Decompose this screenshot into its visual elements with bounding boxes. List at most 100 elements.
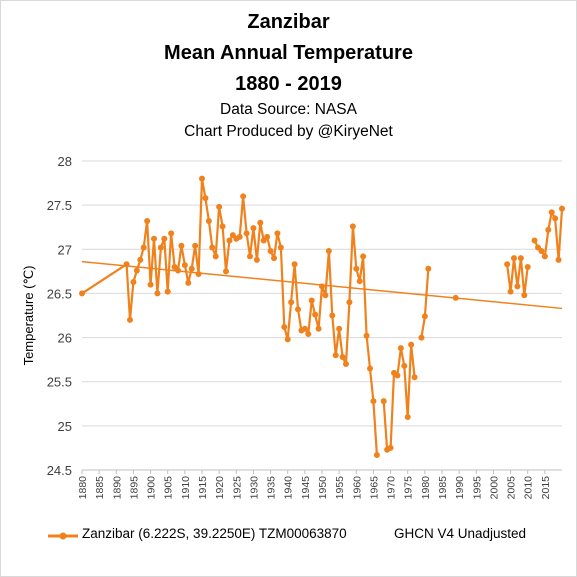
data-point	[223, 268, 229, 275]
x-tick-label: 1930	[248, 476, 260, 500]
data-point	[154, 290, 161, 297]
data-point	[353, 265, 360, 272]
data-point	[274, 230, 281, 237]
x-tick-label: 1945	[300, 476, 312, 500]
data-point	[367, 365, 373, 372]
data-point	[243, 230, 250, 237]
data-point	[192, 242, 199, 249]
data-point	[397, 345, 404, 352]
data-point	[240, 193, 247, 200]
data-point	[305, 331, 312, 338]
y-tick-label: 24.5	[47, 463, 72, 478]
data-point	[209, 244, 216, 251]
x-tick-label: 2010	[523, 476, 535, 500]
data-point	[339, 353, 346, 360]
data-point	[363, 332, 370, 339]
data-point	[545, 226, 552, 233]
data-point	[288, 299, 295, 306]
x-tick-label: 1905	[163, 476, 175, 500]
x-tick-label: 1970	[386, 476, 398, 500]
y-tick-label: 27.5	[47, 198, 72, 213]
data-point	[178, 242, 185, 249]
data-point	[541, 253, 548, 260]
y-tick-label: 27	[58, 242, 72, 257]
data-point	[404, 414, 411, 421]
data-point	[79, 290, 85, 297]
data-point	[555, 256, 562, 263]
data-point	[250, 225, 257, 232]
x-tick-label: 1975	[403, 476, 415, 500]
data-point	[322, 292, 329, 299]
data-point	[284, 336, 291, 343]
data-point	[411, 374, 418, 381]
y-tick-label: 25	[58, 419, 72, 434]
data-point	[247, 253, 253, 260]
x-tick-label: 1950	[317, 476, 329, 500]
data-point	[147, 281, 154, 288]
data-point	[531, 237, 538, 244]
x-tick-label: 2015	[540, 476, 552, 500]
data-point	[185, 279, 192, 286]
data-point	[133, 267, 140, 274]
y-tick-label: 25.5	[47, 375, 72, 390]
data-point	[202, 195, 209, 202]
data-point	[332, 352, 339, 359]
y-tick-label: 26.5	[47, 286, 72, 301]
data-point	[504, 261, 511, 268]
data-point	[236, 233, 243, 240]
data-point	[538, 248, 545, 255]
data-point	[373, 451, 380, 458]
series-line-segment	[382, 343, 416, 451]
x-tick-label: 2005	[506, 476, 518, 500]
data-point	[212, 253, 219, 260]
data-point	[548, 209, 555, 216]
legend-line-marker	[48, 532, 78, 540]
data-point	[408, 341, 415, 348]
data-point	[205, 218, 212, 225]
data-point	[157, 244, 164, 251]
x-tick-label: 1920	[214, 476, 226, 500]
data-point	[130, 278, 137, 285]
data-point	[281, 323, 288, 330]
chart-subtitle-source: Data Source: NASA	[220, 101, 357, 118]
data-point	[253, 256, 260, 263]
data-point	[188, 265, 195, 272]
data-point	[195, 271, 202, 278]
data-point	[524, 263, 531, 270]
data-point	[421, 313, 428, 320]
data-point	[123, 261, 130, 268]
data-point	[175, 267, 181, 274]
data-point	[514, 283, 521, 290]
data-point	[257, 219, 264, 226]
data-point	[164, 288, 171, 295]
x-tick-label: 1955	[334, 476, 346, 500]
data-point	[144, 218, 151, 225]
data-point	[418, 334, 425, 341]
data-point	[401, 362, 408, 369]
data-point	[312, 311, 319, 318]
data-point	[360, 253, 367, 260]
data-point	[199, 175, 205, 182]
x-tick-label: 1925	[231, 476, 243, 500]
y-tick-label: 28	[58, 154, 72, 169]
data-point	[559, 205, 565, 212]
data-point	[267, 248, 274, 255]
data-point	[295, 306, 301, 313]
data-point	[552, 215, 559, 222]
x-tick-label: 1910	[180, 476, 192, 500]
x-tick-label: 1940	[283, 476, 295, 500]
data-point	[219, 223, 226, 230]
data-point	[425, 265, 432, 272]
data-point	[329, 312, 336, 319]
data-point	[521, 292, 528, 299]
series-line-segment	[420, 268, 430, 338]
legend-point-swatch	[59, 532, 67, 540]
x-tick-label: 1935	[266, 476, 278, 500]
data-point	[507, 288, 514, 295]
chart-subtitle-credit: Chart Produced by @KiryeNet	[184, 123, 393, 140]
x-tick-label: 1915	[197, 476, 209, 500]
data-point	[394, 372, 401, 379]
data-point	[301, 325, 308, 332]
x-tick-label: 1995	[471, 476, 483, 500]
